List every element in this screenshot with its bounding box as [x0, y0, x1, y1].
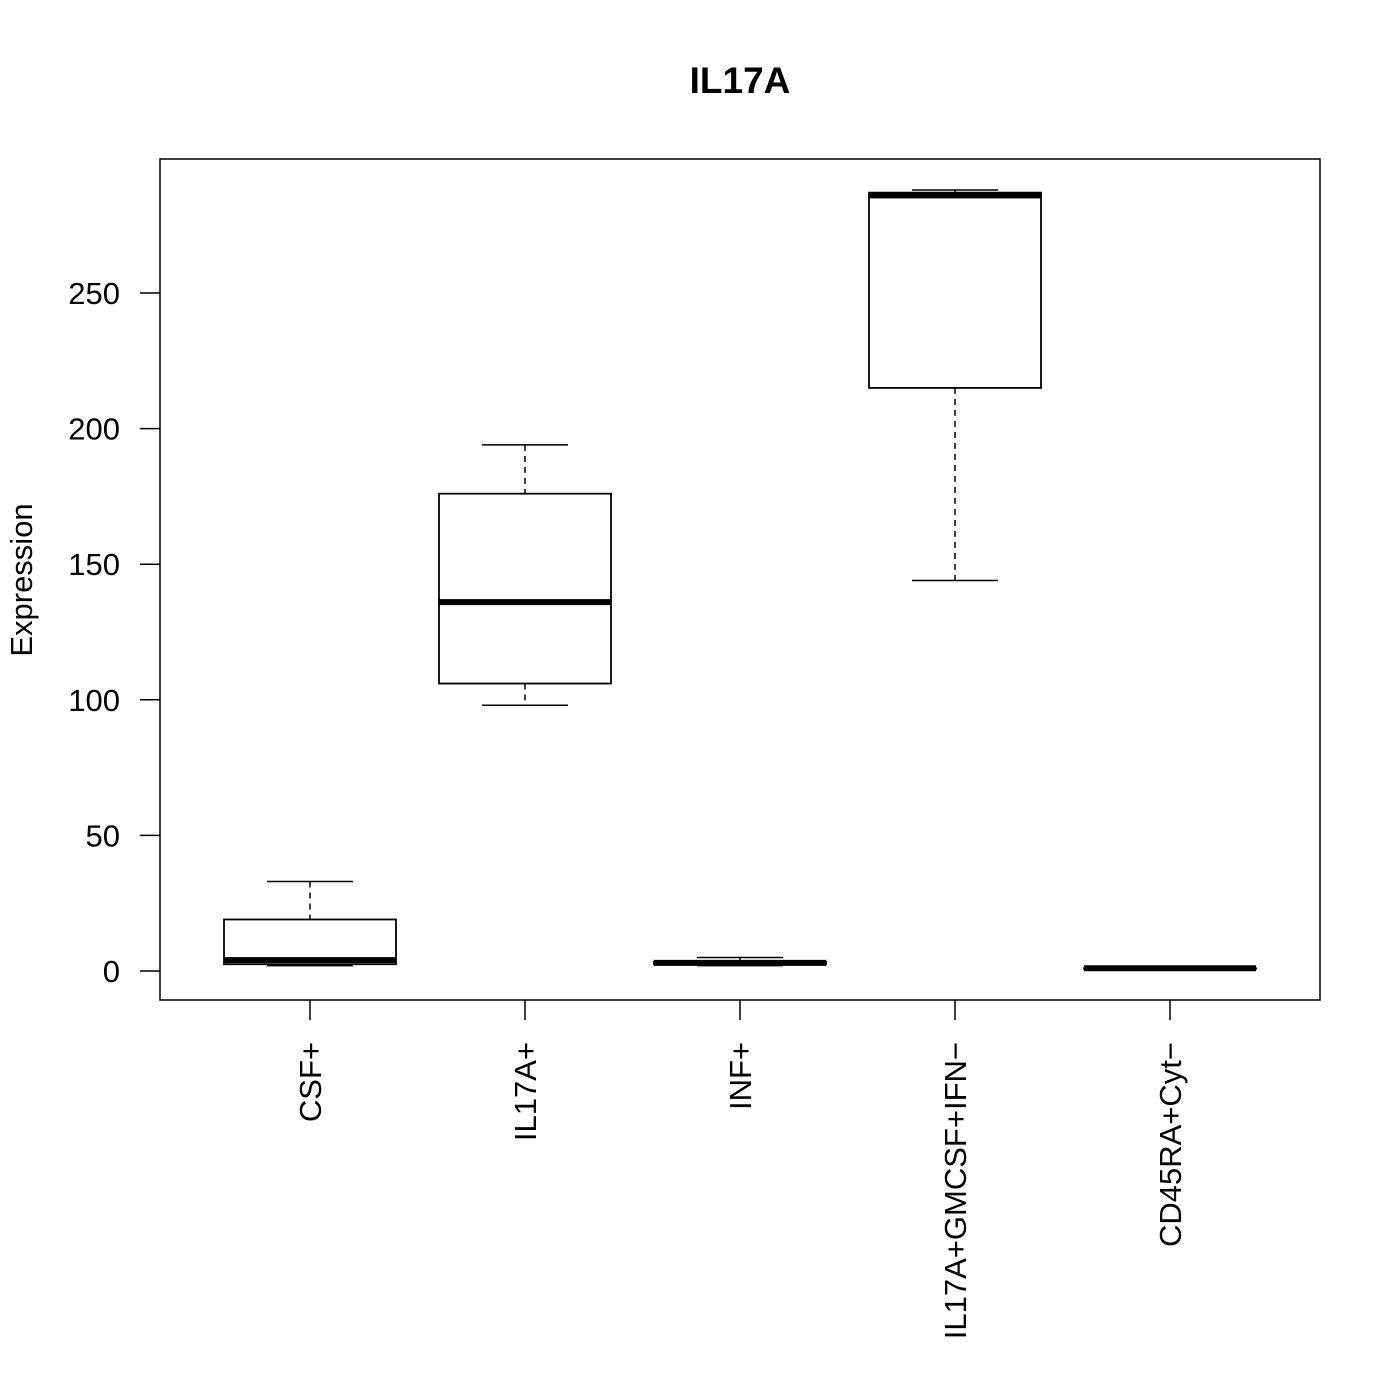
plot-area: 0 50 100 150 200 250 CSF+ IL17A+ INF+ IL17A+GMCSF…: [68, 158, 1321, 1339]
chart-title: IL17A: [690, 60, 791, 101]
y-tick-label: 200: [68, 412, 120, 447]
box: [223, 918, 397, 966]
plot-frame: [159, 158, 1321, 1001]
box: [868, 191, 1042, 389]
y-tick-label: 50: [86, 818, 120, 853]
y-axis-label: Expression: [4, 503, 39, 656]
box: [438, 492, 612, 685]
x-tick-label: CD45RA+Cyt−: [1153, 1042, 1188, 1247]
x-tick-label: IL17A+GMCSF+IFN−: [938, 1042, 973, 1339]
x-tick-label: INF+: [723, 1042, 758, 1110]
y-tick-label: 0: [103, 954, 120, 989]
y-tick-label: 100: [68, 683, 120, 718]
y-tick-label: 250: [68, 276, 120, 311]
x-tick-label: IL17A+: [508, 1042, 543, 1141]
x-tick-label: CSF+: [293, 1042, 328, 1122]
y-tick-label: 150: [68, 547, 120, 582]
